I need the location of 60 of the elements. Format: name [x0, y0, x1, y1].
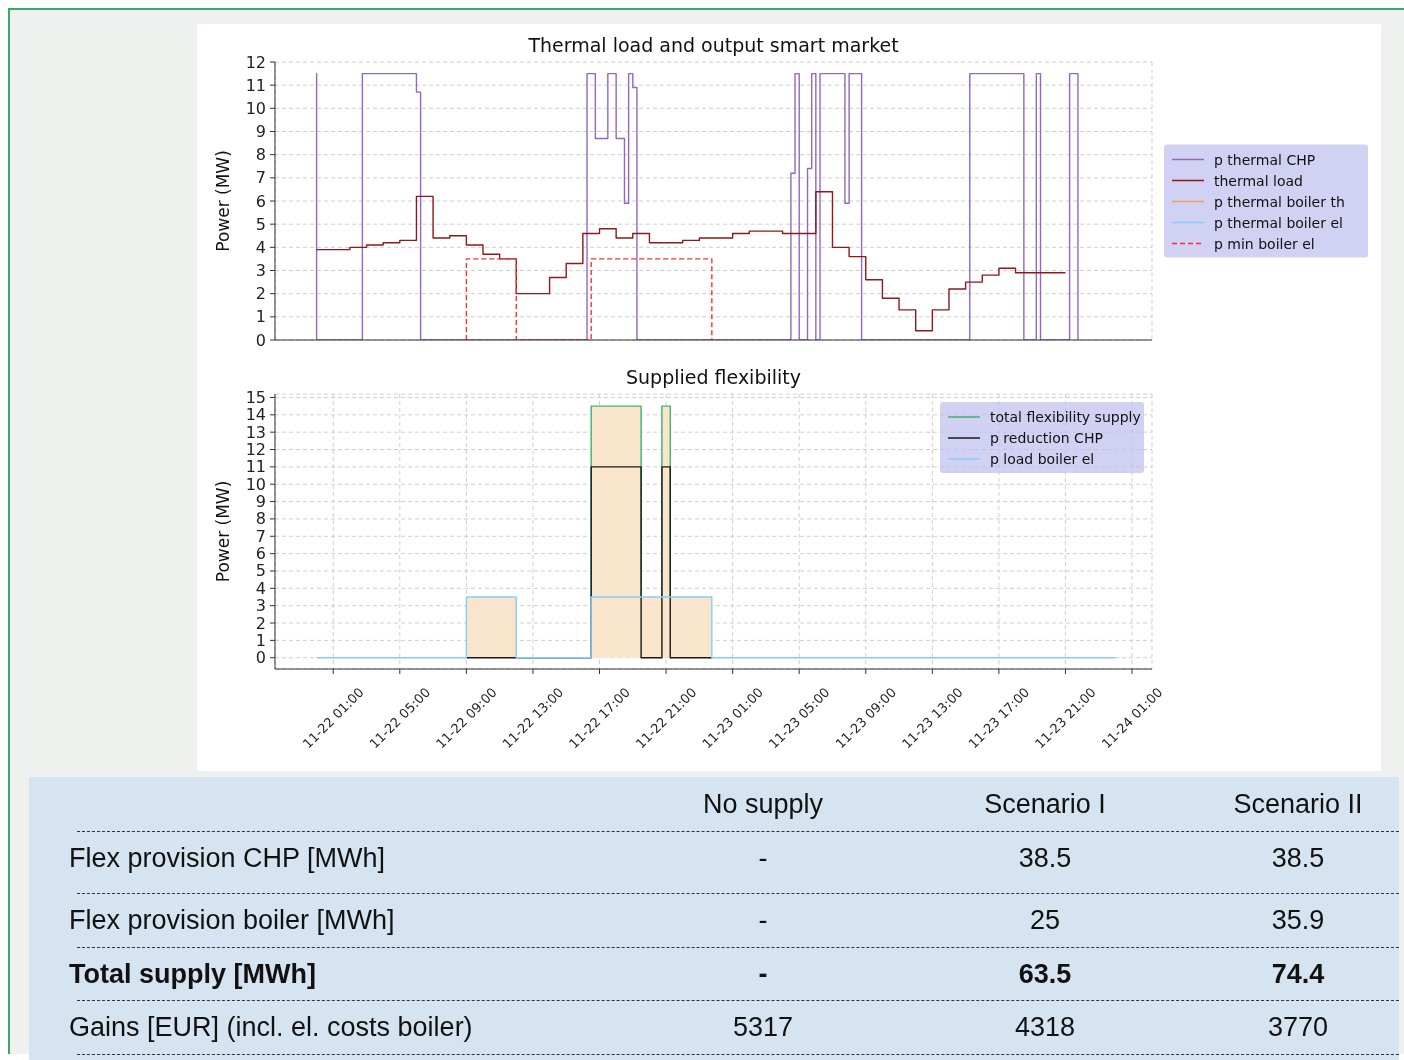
y-tick-label: 7 [255, 526, 266, 546]
y-tick-label: 0 [255, 648, 266, 668]
y-tick-label: 1 [255, 307, 266, 327]
text: 3770 [1267, 1012, 1329, 1042]
y-tick-label: 4 [255, 578, 266, 598]
y-tick-label: 8 [255, 145, 266, 165]
y-tick-label: 11 [245, 75, 266, 95]
text: - [758, 959, 768, 989]
legend-label: p thermal boiler th [1214, 193, 1345, 209]
text: - [758, 905, 768, 935]
y-tick-label: 12 [245, 52, 266, 72]
chart-title: Supplied flexibility [625, 366, 802, 388]
text: 4318 [1014, 1012, 1076, 1042]
y-tick-label: 5 [255, 214, 266, 234]
category-label: Scenario II [1232, 789, 1364, 820]
y-tick-label: 15 [245, 387, 266, 407]
legend-label: thermal load [1214, 172, 1303, 188]
text: 74.4 [1271, 959, 1325, 989]
y-tick-label: 6 [255, 544, 266, 564]
text: 38.5 [1271, 843, 1325, 873]
text: 5317 [732, 1012, 794, 1042]
text: - [758, 843, 768, 873]
category-label: Total supply [MWh] [69, 959, 316, 989]
y-tick-label: 3 [255, 596, 266, 616]
y-tick-label: 1 [255, 630, 266, 650]
text: 63.5 [1018, 959, 1072, 989]
legend-label: p reduction CHP [990, 429, 1103, 446]
chart-title: Thermal load and output smart market [527, 34, 900, 56]
category-label: No supply [701, 789, 825, 820]
y-tick-label: 10 [245, 474, 266, 494]
category-label: Gains [EUR] (incl. el. costs boiler) [69, 1012, 473, 1042]
y-tick-label: 8 [255, 509, 266, 529]
y-tick-label: 12 [245, 440, 266, 460]
legend-label: total flexibility supply [990, 408, 1141, 425]
legend-label: p min boiler el [1214, 235, 1315, 251]
y-axis-title: Power (MW) [213, 480, 234, 583]
y-tick-label: 2 [255, 613, 266, 633]
legend-label: p thermal CHP [1214, 151, 1316, 167]
y-tick-label: 10 [245, 98, 266, 118]
y-axis-title: Power (MW) [213, 150, 234, 252]
y-tick-label: 2 [255, 284, 266, 304]
text: 25 [1029, 905, 1061, 935]
y-tick-label: 14 [245, 405, 266, 425]
y-tick-label: 6 [255, 191, 266, 211]
text: 35.9 [1271, 905, 1325, 935]
y-tick-label: 9 [255, 492, 266, 512]
y-tick-label: 5 [255, 561, 266, 581]
y-tick-label: 13 [245, 422, 266, 442]
y-tick-label: 7 [255, 168, 266, 188]
y-tick-label: 3 [255, 261, 266, 280]
category-label: Scenario I [983, 789, 1107, 820]
y-tick-label: 4 [255, 237, 266, 257]
y-tick-label: 11 [245, 457, 266, 477]
y-tick-label: 0 [255, 330, 266, 350]
category-label: Flex provision boiler [MWh] [69, 905, 395, 935]
category-label: Flex provision CHP [MWh] [69, 843, 386, 873]
legend-label: p thermal boiler el [1214, 214, 1343, 230]
legend-label: p load boiler el [990, 450, 1095, 467]
text: 38.5 [1018, 843, 1072, 873]
y-tick-label: 9 [255, 122, 266, 141]
